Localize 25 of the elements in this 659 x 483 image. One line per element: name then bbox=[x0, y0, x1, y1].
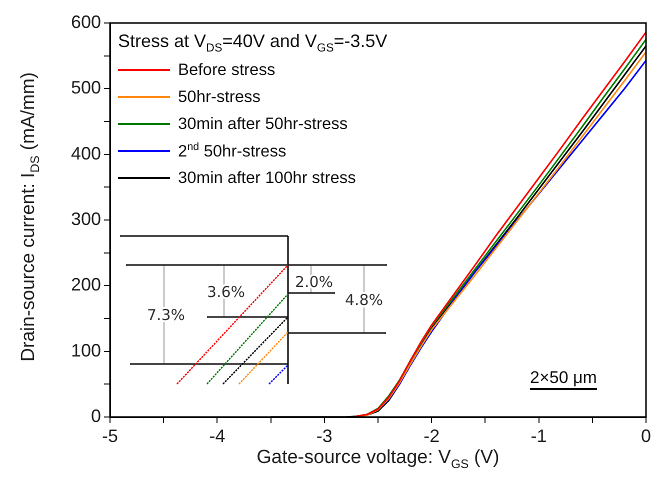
y-tick-label: 200 bbox=[70, 274, 101, 295]
legend-label: 50hr-stress bbox=[178, 88, 261, 107]
y-tick-label: 0 bbox=[90, 406, 101, 426]
annotation: 3.6% bbox=[206, 283, 246, 301]
x-tick-label: 0 bbox=[640, 426, 652, 446]
x-tick-label: -4 bbox=[209, 426, 226, 446]
legend-title: Stress at V$_{DS}$=40V and V$_{GS}$=-3.5V bbox=[118, 31, 388, 55]
legend-label: 30min after 100hr stress bbox=[178, 168, 356, 188]
y-tick-label: 600 bbox=[70, 12, 101, 32]
x-axis-title: Gate-source voltage: V$_{GS}$ (V) bbox=[256, 447, 500, 471]
annotation: 7.3% bbox=[146, 306, 186, 324]
legend-label: 2$^{nd}$ 50hr-stress bbox=[178, 140, 286, 162]
y-tick-label: 400 bbox=[70, 143, 101, 164]
annotation: 2×50 μm bbox=[530, 368, 597, 390]
y-tick-label: 500 bbox=[70, 78, 101, 98]
annotation: 2.0% bbox=[294, 273, 334, 291]
x-tick-label: -3 bbox=[316, 426, 332, 446]
annotation: 4.8% bbox=[344, 291, 384, 309]
x-tick-label: -1 bbox=[530, 426, 547, 446]
legend-label: 30min after 50hr-stress bbox=[178, 114, 348, 134]
x-tick-label: -2 bbox=[424, 426, 440, 446]
y-tick-label: 100 bbox=[70, 340, 101, 360]
legend-label: Before stress bbox=[178, 60, 276, 80]
x-tick-label: -5 bbox=[102, 426, 118, 446]
y-tick-label: 300 bbox=[70, 208, 101, 229]
